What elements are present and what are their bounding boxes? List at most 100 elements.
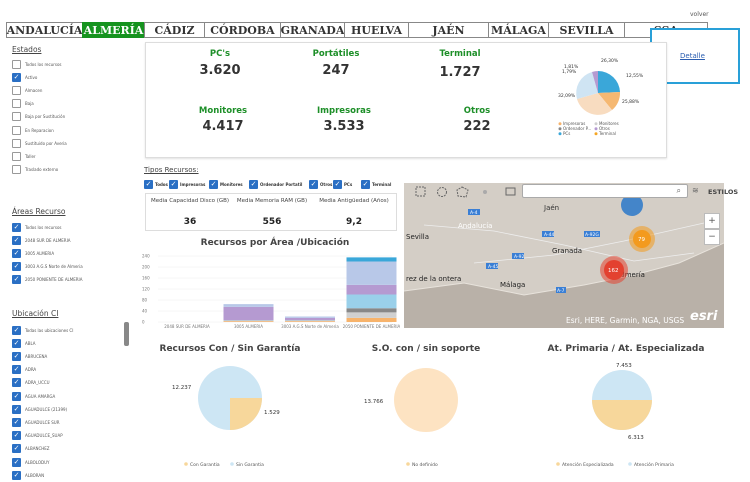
tipo-checkbox[interactable]: ✓ Monitores — [209, 179, 243, 189]
checkbox-checked-icon[interactable]: ✓ — [12, 391, 21, 401]
checkbox-row[interactable]: ✓ ALBANCHEZ — [12, 444, 50, 454]
tab-3[interactable]: CÓRDOBA — [204, 22, 280, 38]
map[interactable]: A-4 A-44 A-92G A-92 A-45 A-7 Jaén Andalu… — [404, 183, 724, 328]
pie-label: 12.237 — [172, 385, 192, 391]
checkbox-checked-icon[interactable]: ✓ — [12, 457, 21, 467]
checkbox-empty-icon[interactable] — [12, 85, 21, 95]
select-point-icon — [483, 190, 487, 194]
checkbox-row[interactable]: Sustituido por Averia — [12, 138, 67, 148]
search-icon[interactable]: ⌕ — [676, 186, 681, 195]
checkbox-label: ABLA — [25, 340, 36, 346]
checkbox-row[interactable]: Almacen — [12, 85, 42, 95]
checkbox-empty-icon[interactable] — [12, 99, 21, 109]
bar-segment — [223, 321, 274, 322]
tab-7[interactable]: MÁLAGA — [488, 22, 548, 38]
tipo-checkbox[interactable]: ✓ Impresoras — [169, 179, 205, 189]
checkbox-checked-icon[interactable]: ✓ — [12, 365, 21, 375]
checkbox-row[interactable]: ✓ ADRA — [12, 365, 36, 375]
checkbox-checked-icon[interactable]: ✓ — [12, 470, 21, 480]
kpi-pie-legend: Impresoras Monitores Ordenador P... Otros PC… — [558, 121, 619, 136]
checkbox-row[interactable]: ✓ ADRA_UCCU — [12, 378, 50, 388]
legend-label: Atención Especializada — [562, 461, 614, 468]
tab-1[interactable]: ALMERÍA — [82, 22, 144, 38]
checkbox-checked-icon[interactable]: ✓ — [12, 72, 21, 82]
checkbox-checked-icon[interactable]: ✓ — [309, 179, 318, 189]
checkbox-empty-icon[interactable] — [12, 112, 21, 122]
checkbox-row[interactable]: Traslado externo — [12, 165, 58, 175]
checkbox-empty-icon[interactable] — [12, 59, 21, 69]
tab-8[interactable]: SEVILLA — [548, 22, 624, 38]
checkbox-row[interactable]: ✓ 2048 SUR DE ALMERIA — [12, 235, 71, 245]
map-road-shield — [542, 231, 554, 237]
checkbox-empty-icon[interactable] — [12, 165, 21, 175]
checkbox-row[interactable]: Baja — [12, 99, 34, 109]
kpi-portatiles-value: 247 — [322, 63, 350, 78]
checkbox-row[interactable]: ✓ ABRUCENA — [12, 351, 47, 361]
y-tick-label: 200 — [142, 265, 150, 270]
checkbox-row[interactable]: ✓ 3003 A.G.S Norte de Almeria — [12, 262, 83, 272]
volver-link[interactable]: volver — [690, 11, 709, 18]
checkbox-row[interactable]: ✓ 3005 ALMERIA — [12, 248, 54, 258]
legend-label: Atención Primaria — [634, 461, 674, 468]
map-attribution: Esri, HERE, Garmin, NGA, USGS — [566, 316, 685, 325]
checkbox-checked-icon[interactable]: ✓ — [12, 351, 21, 361]
checkbox-checked-icon[interactable]: ✓ — [12, 431, 21, 441]
checkbox-checked-icon[interactable]: ✓ — [12, 222, 21, 232]
checkbox-checked-icon[interactable]: ✓ — [361, 179, 370, 189]
ubicacion-scrollbar[interactable] — [124, 322, 129, 346]
checkbox-empty-icon[interactable] — [12, 151, 21, 161]
checkbox-checked-icon[interactable]: ✓ — [12, 338, 21, 348]
checkbox-checked-icon[interactable]: ✓ — [12, 275, 21, 285]
layers-icon[interactable]: ≋ — [692, 186, 699, 195]
zoom-out-button[interactable]: − — [704, 229, 720, 245]
map-search-input[interactable]: ⌕ — [522, 184, 688, 198]
kpi-otros-label: Otros — [463, 106, 491, 116]
checkbox-row[interactable]: ✓ AGUADULCE (21399) — [12, 404, 67, 414]
checkbox-row[interactable]: ✓ AGUADULCE_SUAP — [12, 431, 63, 441]
checkbox-checked-icon[interactable]: ✓ — [12, 417, 21, 427]
tipo-checkbox[interactable]: ✓ Otros — [309, 179, 332, 189]
tab-6[interactable]: JAÉN — [408, 22, 488, 38]
kpi-portatiles-label: Portátiles — [312, 49, 360, 59]
checkbox-checked-icon[interactable]: ✓ — [12, 235, 21, 245]
checkbox-row[interactable]: Todos los recursos — [12, 59, 61, 69]
tab-4[interactable]: GRANADA — [280, 22, 345, 38]
checkbox-checked-icon[interactable]: ✓ — [12, 378, 21, 388]
estilos-dropdown[interactable]: ESTILOS — [708, 188, 739, 196]
checkbox-checked-icon[interactable]: ✓ — [144, 179, 153, 189]
detalle-link[interactable]: Detalle — [680, 52, 705, 60]
checkbox-row[interactable]: ✓ ABLA — [12, 338, 36, 348]
checkbox-checked-icon[interactable]: ✓ — [12, 262, 21, 272]
tipo-checkbox[interactable]: ✓ Terminal — [361, 179, 391, 189]
checkbox-row[interactable]: En Reparacion — [12, 125, 54, 135]
checkbox-empty-icon[interactable] — [12, 138, 21, 148]
tab-0[interactable]: ANDALUCÍA — [6, 22, 83, 38]
checkbox-row[interactable]: ✓ ALBOLODUY — [12, 457, 49, 467]
tipo-checkbox[interactable]: ✓ PCs — [333, 179, 352, 189]
checkbox-row[interactable]: ✓ Activo — [12, 72, 37, 82]
tab-2[interactable]: CÁDIZ — [144, 22, 204, 38]
checkbox-row[interactable]: ✓ Todas las ubicaciones CI — [12, 325, 73, 335]
checkbox-checked-icon[interactable]: ✓ — [333, 179, 342, 189]
checkbox-row[interactable]: Taller — [12, 151, 36, 161]
tipo-checkbox[interactable]: ✓ Todos — [144, 179, 168, 189]
kpi-pie: 26,30% 1,81% 1,79% 12,55% 32,09% 25,88% … — [558, 58, 644, 136]
checkbox-checked-icon[interactable]: ✓ — [209, 179, 218, 189]
tab-5[interactable]: HUELVA — [344, 22, 408, 38]
tipo-checkbox[interactable]: ✓ Ordenador Portatil — [249, 179, 302, 189]
checkbox-row[interactable]: ✓ ALBORAN — [12, 470, 44, 480]
checkbox-checked-icon[interactable]: ✓ — [169, 179, 178, 189]
checkbox-row[interactable]: Baja por Sustitución — [12, 112, 65, 122]
checkbox-row[interactable]: ✓ Todos los recursos — [12, 222, 61, 232]
checkbox-checked-icon[interactable]: ✓ — [12, 248, 21, 258]
checkbox-row[interactable]: ✓ 2050 PONIENTE DE ALMERIA — [12, 275, 82, 285]
checkbox-checked-icon[interactable]: ✓ — [12, 325, 21, 335]
checkbox-row[interactable]: ✓ AGUA AMARGA — [12, 391, 55, 401]
checkbox-checked-icon[interactable]: ✓ — [249, 179, 258, 189]
place-label: rez de la ontera — [406, 275, 461, 283]
checkbox-checked-icon[interactable]: ✓ — [12, 404, 21, 414]
checkbox-empty-icon[interactable] — [12, 125, 21, 135]
checkbox-row[interactable]: ✓ AGUADULCE SUR — [12, 417, 60, 427]
checkbox-checked-icon[interactable]: ✓ — [12, 444, 21, 454]
zoom-in-button[interactable]: + — [704, 213, 720, 229]
